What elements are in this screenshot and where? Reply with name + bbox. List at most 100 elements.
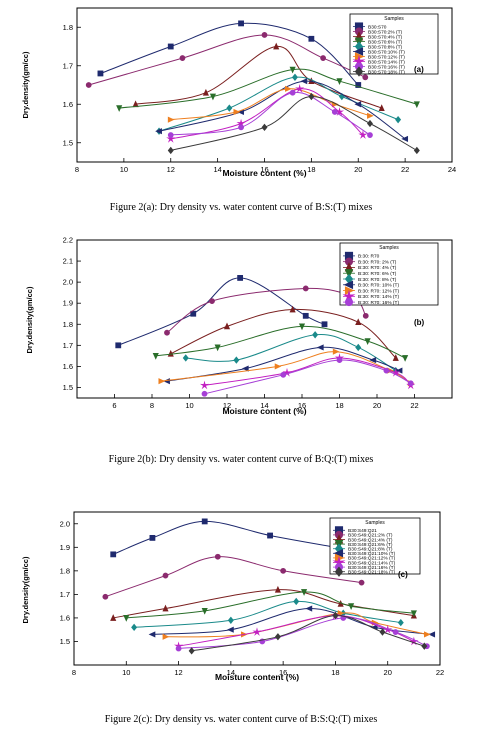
data-point: [214, 553, 221, 560]
y-tick-label: 1.8: [63, 23, 73, 32]
data-point: [397, 618, 404, 627]
legend-entry: B30:S49:Q21:6% (T): [348, 542, 393, 548]
data-point: [348, 603, 355, 610]
x-tick-label: 20: [373, 401, 381, 410]
legend-marker: [353, 47, 364, 56]
data-point: [162, 572, 169, 579]
legend-entry: B:30: R70: [358, 254, 380, 260]
legend-entry: B30:S70: [368, 24, 387, 30]
series-line-3: [113, 589, 414, 619]
data-point: [378, 104, 385, 111]
data-point: [166, 134, 176, 143]
y-tick-label: 2.0: [63, 278, 73, 287]
legend-entry: B:30: R70: 8% (T): [358, 277, 397, 283]
data-point: [383, 367, 390, 374]
legend-entry: B:30: R70: 2% (T): [358, 259, 397, 265]
legend-entry: B30:S49:Q21:14% (T): [348, 560, 396, 566]
data-point: [209, 298, 215, 304]
legend-entry: B:30: R70: 10% (T): [358, 283, 399, 289]
data-point: [227, 626, 234, 633]
data-point: [190, 310, 197, 317]
series-line-9: [204, 359, 412, 395]
data-point: [102, 593, 109, 600]
legend-entry: B30:S70:14% (T): [368, 59, 405, 65]
data-point: [97, 70, 104, 77]
data-point: [379, 628, 386, 636]
series-line-7: [165, 612, 428, 638]
data-point: [116, 105, 123, 112]
x-tick-label: 12: [167, 165, 175, 174]
data-point: [391, 367, 401, 377]
data-point: [395, 115, 402, 124]
data-point: [354, 101, 362, 108]
data-point: [367, 132, 373, 138]
data-point: [331, 109, 338, 115]
data-point: [401, 135, 409, 142]
legend-entry: B30:S70:18% (T): [368, 69, 405, 75]
legend-entry: B30:S70:8% (T): [368, 44, 403, 50]
y-tick-label: 1.6: [63, 362, 73, 371]
data-point: [164, 329, 170, 336]
x-tick-label: 12: [174, 668, 182, 677]
data-point: [336, 357, 343, 363]
x-tick-label: 16: [279, 668, 287, 677]
data-point: [337, 610, 345, 617]
series-line-5: [158, 76, 399, 132]
data-point: [413, 101, 420, 109]
data-point: [321, 321, 328, 328]
data-point: [367, 112, 374, 119]
x-tick-label: 10: [185, 401, 193, 410]
y-tick-label: 2.0: [60, 519, 70, 528]
y-tick-label: 1.6: [63, 100, 73, 109]
data-point: [252, 627, 262, 636]
legend-entry: B30:S49:Q21: [348, 528, 377, 534]
x-tick-label: 10: [122, 668, 130, 677]
data-point: [308, 92, 315, 101]
data-point: [115, 342, 122, 349]
data-point: [148, 631, 156, 638]
legend-marker: [354, 66, 364, 77]
data-point: [320, 55, 326, 61]
chart-panel-b: 6 8 10 12 14 16 18 20 22 1.5 1.6 1.7 1.8 1.9 2.0 2.1 2.2…: [25, 236, 453, 416]
data-point: [428, 631, 436, 638]
legend-entry: B:30: R70: 6% (T): [358, 271, 397, 277]
data-point: [316, 344, 324, 351]
x-tick-label: 8: [72, 668, 76, 677]
data-point: [305, 605, 313, 612]
data-point: [274, 633, 281, 641]
x-tick-label: 8: [75, 165, 79, 174]
data-point: [410, 610, 417, 618]
legend-marker: [333, 549, 344, 558]
series-line-2: [166, 287, 367, 334]
data-point: [110, 551, 117, 558]
data-point: [267, 532, 273, 539]
data-point: [167, 116, 175, 123]
data-point: [421, 642, 428, 650]
legend-marker: [344, 269, 354, 279]
data-point: [188, 647, 195, 655]
data-point: [227, 616, 234, 624]
data-point: [261, 32, 268, 38]
data-point: [312, 331, 319, 339]
data-point: [233, 356, 240, 364]
legend-box: [329, 517, 421, 575]
data-point: [175, 645, 182, 652]
data-point: [280, 567, 287, 574]
data-point: [392, 354, 399, 361]
x-tick-label: 20: [384, 668, 392, 677]
legend-entry: B30:S49:Q21:18% (T): [348, 570, 396, 576]
y-tick-label: 1.9: [63, 299, 73, 308]
legend-marker: [334, 566, 344, 577]
data-point: [336, 78, 343, 85]
x-tick-label: 8: [150, 401, 154, 410]
data-point: [162, 633, 170, 640]
data-point: [149, 534, 156, 541]
data-point: [123, 615, 130, 622]
data-point: [358, 130, 368, 139]
data-point: [308, 35, 315, 42]
data-point: [300, 589, 308, 596]
legend-entry: B30:S49:Q21:2% (T): [348, 533, 393, 539]
y-tick-label: 1.8: [60, 566, 70, 575]
